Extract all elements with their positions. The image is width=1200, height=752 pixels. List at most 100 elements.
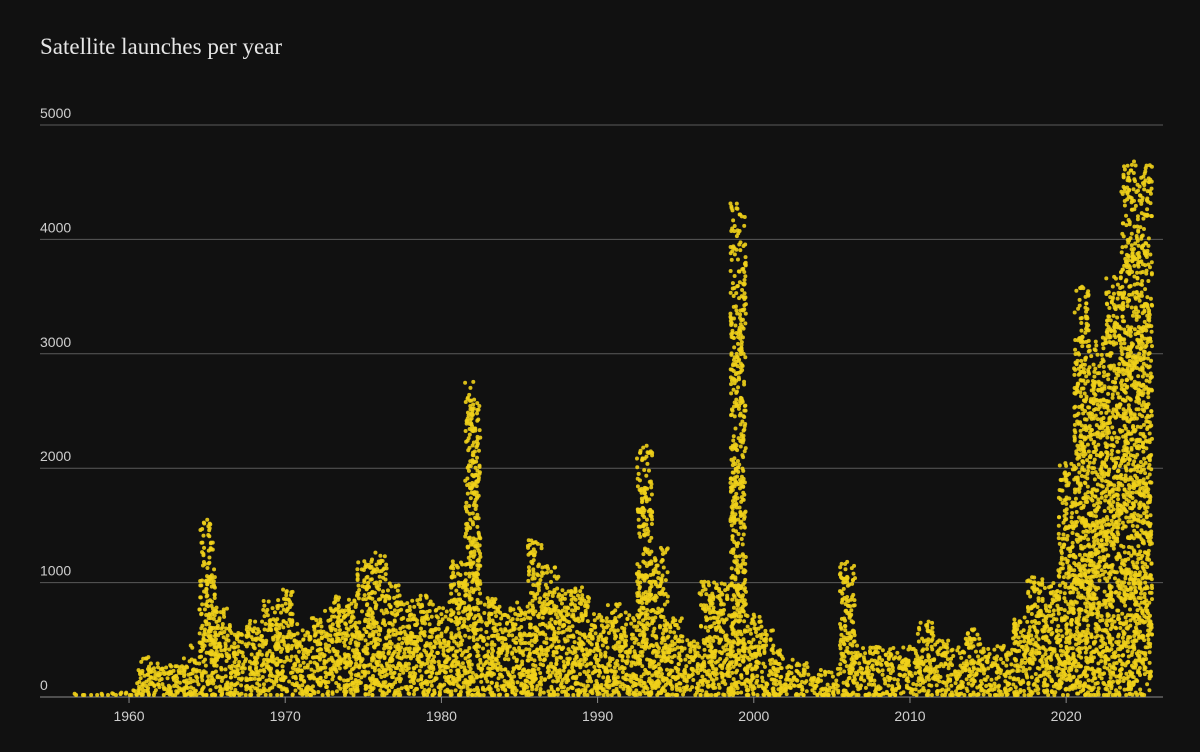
dot bbox=[435, 650, 440, 655]
dot bbox=[306, 652, 311, 657]
dot bbox=[466, 555, 471, 560]
dot bbox=[249, 688, 254, 693]
dot bbox=[717, 685, 722, 690]
dot bbox=[368, 662, 373, 667]
dot bbox=[373, 604, 378, 609]
dot-column bbox=[665, 616, 686, 697]
dot bbox=[465, 686, 470, 691]
dot bbox=[397, 679, 402, 684]
dot bbox=[129, 693, 134, 697]
dot-column bbox=[447, 559, 467, 697]
dot bbox=[393, 584, 398, 589]
dot bbox=[401, 602, 406, 607]
dot bbox=[559, 630, 564, 635]
dot bbox=[461, 623, 466, 628]
dot bbox=[457, 634, 462, 639]
dot bbox=[205, 517, 210, 522]
dot bbox=[289, 654, 294, 659]
dot bbox=[370, 673, 375, 678]
dot bbox=[643, 667, 648, 672]
dot bbox=[732, 273, 737, 278]
dot-column bbox=[509, 600, 530, 697]
dot bbox=[478, 616, 483, 621]
dot bbox=[488, 686, 493, 691]
dot bbox=[207, 577, 212, 582]
dot bbox=[454, 588, 459, 593]
dot bbox=[437, 619, 442, 624]
dot bbox=[464, 592, 469, 597]
dot bbox=[449, 663, 454, 668]
dot bbox=[660, 687, 665, 692]
dot-column bbox=[369, 550, 389, 697]
dot bbox=[404, 641, 409, 646]
dot bbox=[473, 515, 478, 520]
dot bbox=[370, 693, 375, 697]
dot bbox=[478, 591, 483, 596]
dot bbox=[332, 649, 337, 654]
dot bbox=[676, 626, 681, 631]
dot bbox=[725, 671, 730, 676]
dot bbox=[435, 615, 440, 620]
dot bbox=[497, 647, 502, 652]
chart-title: Satellite launches per year bbox=[40, 34, 282, 59]
dot bbox=[506, 633, 511, 638]
dot bbox=[592, 618, 597, 623]
dot bbox=[194, 674, 199, 679]
dot bbox=[248, 676, 253, 681]
dot bbox=[200, 602, 205, 607]
dot bbox=[656, 674, 661, 679]
dot bbox=[465, 491, 470, 496]
dot bbox=[392, 608, 397, 613]
dot bbox=[714, 671, 719, 676]
dot bbox=[580, 688, 585, 693]
dot bbox=[471, 577, 476, 582]
dot bbox=[459, 653, 464, 658]
dot bbox=[206, 630, 211, 635]
dot bbox=[300, 683, 305, 688]
dot bbox=[495, 632, 500, 637]
dot bbox=[437, 665, 442, 670]
dot bbox=[463, 585, 468, 590]
dot bbox=[354, 630, 359, 635]
dot bbox=[500, 630, 505, 635]
dot bbox=[372, 645, 377, 650]
dot bbox=[232, 645, 237, 650]
dot bbox=[472, 607, 477, 612]
dot bbox=[374, 653, 379, 658]
dot bbox=[579, 613, 584, 618]
dot bbox=[227, 624, 232, 629]
dot bbox=[391, 632, 396, 637]
dot bbox=[466, 468, 471, 473]
dot bbox=[369, 577, 374, 582]
dot bbox=[644, 473, 649, 478]
dot bbox=[468, 539, 473, 544]
dot bbox=[456, 611, 461, 616]
dot bbox=[566, 606, 571, 611]
dot bbox=[308, 649, 313, 654]
dot bbox=[705, 638, 710, 643]
dot bbox=[355, 593, 360, 598]
dot bbox=[542, 594, 547, 599]
dot bbox=[225, 691, 230, 696]
dot bbox=[374, 562, 379, 567]
dot bbox=[465, 612, 470, 617]
dot bbox=[683, 657, 688, 662]
dot bbox=[396, 676, 401, 681]
dot bbox=[450, 636, 455, 641]
dot bbox=[412, 604, 417, 609]
dot bbox=[576, 606, 581, 611]
dot bbox=[181, 679, 186, 684]
dot bbox=[365, 624, 370, 629]
dot bbox=[206, 634, 211, 639]
dot bbox=[475, 455, 480, 460]
dot bbox=[393, 666, 398, 671]
dot bbox=[509, 676, 514, 681]
dot bbox=[326, 618, 331, 623]
dot bbox=[290, 670, 295, 675]
dot-column bbox=[384, 581, 405, 697]
dot bbox=[202, 607, 207, 612]
dot bbox=[475, 401, 480, 406]
dot bbox=[350, 614, 355, 619]
dot bbox=[645, 657, 650, 662]
